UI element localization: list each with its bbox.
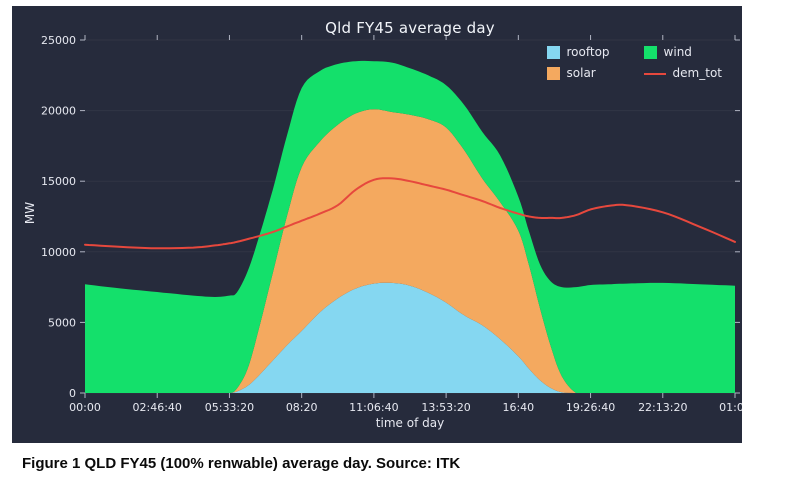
- rooftop-swatch: [546, 46, 560, 59]
- legend-label-rooftop: rooftop: [566, 45, 610, 59]
- svg-text:5000: 5000: [48, 316, 76, 329]
- svg-text:20000: 20000: [41, 105, 76, 118]
- svg-text:13:53:20: 13:53:20: [421, 401, 470, 414]
- legend-item-rooftop[interactable]: rooftop: [546, 45, 610, 59]
- svg-text:22:13:20: 22:13:20: [638, 401, 687, 414]
- y-axis-label: MW: [23, 201, 37, 225]
- legend-item-wind[interactable]: wind: [643, 45, 722, 59]
- solar-swatch: [546, 67, 560, 80]
- svg-text:10000: 10000: [41, 246, 76, 259]
- legend-item-dem-tot[interactable]: dem_tot: [643, 66, 722, 80]
- legend-label-solar: solar: [566, 66, 596, 80]
- svg-text:16:40: 16:40: [502, 401, 534, 414]
- x-axis-label: time of day: [375, 416, 445, 430]
- svg-text:02:46:40: 02:46:40: [133, 401, 182, 414]
- legend-label-wind: wind: [663, 45, 692, 59]
- figure-caption: Figure 1 QLD FY45 (100% renwable) averag…: [22, 455, 461, 472]
- dem-tot-line-swatch: [643, 72, 666, 75]
- svg-text:08:20: 08:20: [286, 401, 318, 414]
- chart-panel: 00:00 02:46:40 05:33:20 08:20 11:06:40 13:53:…: [12, 6, 742, 443]
- svg-text:15000: 15000: [41, 175, 76, 188]
- svg-text:01:00: 01:00: [719, 401, 742, 414]
- svg-text:11:06:40: 11:06:40: [349, 401, 398, 414]
- svg-text:25000: 25000: [41, 34, 76, 47]
- legend-item-solar[interactable]: solar: [546, 66, 610, 80]
- chart-title: Qld FY45 average day: [325, 19, 495, 37]
- chart-svg[interactable]: 00:00 02:46:40 05:33:20 08:20 11:06:40 13:53:…: [12, 6, 742, 443]
- wind-swatch: [643, 46, 657, 59]
- svg-text:05:33:20: 05:33:20: [205, 401, 254, 414]
- legend: rooftop wind solar dem_tot: [540, 42, 728, 84]
- svg-text:0: 0: [69, 387, 76, 400]
- svg-text:00:00: 00:00: [69, 401, 101, 414]
- svg-text:19:26:40: 19:26:40: [566, 401, 615, 414]
- legend-label-dem-tot: dem_tot: [672, 66, 722, 80]
